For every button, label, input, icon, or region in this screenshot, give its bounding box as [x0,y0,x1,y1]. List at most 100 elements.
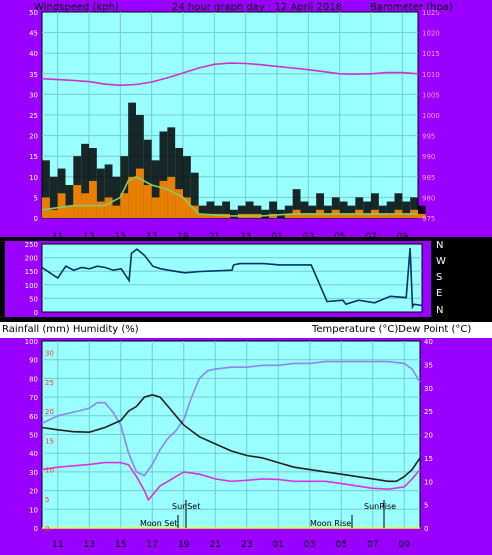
wind-bar-wind-speed [104,197,113,218]
x-tick-label: 11 [52,232,63,242]
wind-bar-wind-gust [175,147,183,218]
wind-bar-wind-speed [183,197,191,218]
right-tick-label: 1015 [422,50,440,58]
right-tick-label: 0 [424,525,428,533]
right-tick-label: 975 [422,215,435,223]
left-tick-label: 100 [25,282,38,290]
right-tick-label: 985 [422,174,435,182]
direction-label-n1: N [436,240,443,251]
wind-bar-wind-speed [190,205,199,218]
left-tick-label: 15 [29,153,38,161]
x-tick-label: 07 [365,232,376,242]
direction-label-w: W [436,256,446,267]
rain-tick-label: 10 [45,467,54,475]
x-tick-label: 23 [240,232,251,242]
wind-bar-wind-gust [143,139,152,218]
wind-bar-wind-gust [183,156,191,218]
left-tick-label: 0 [34,525,38,533]
moonrise-label: Moon Rise [310,519,351,528]
wind-bar-wind-gust [49,176,58,218]
right-tick-label: 1010 [422,71,440,79]
wind-bar-wind-speed [143,185,152,218]
left-tick-label: 80 [29,375,38,383]
x-tick-label: 03 [304,540,315,550]
x-tick-label: 19 [178,540,190,550]
wind-bar-wind-gust [402,201,411,218]
direction-series [41,247,423,310]
left-tick-label: 70 [29,394,38,402]
wind-bar-wind-speed [308,213,317,218]
wind-bar-wind-speed [339,213,348,218]
wind-bar-wind-gust [269,201,277,218]
sunrise-label: SunRise [364,502,396,511]
wind-bar-wind-gust [410,197,418,218]
wind-bar-wind-gust [284,205,293,218]
wind-bar-wind-gust [347,205,356,218]
wind-bar-wind-speed [175,189,183,218]
wind-bar-wind-gust [198,205,207,218]
wind-bar-wind-gust [112,176,121,218]
wind-bar-wind-gust [128,102,136,218]
wind-bar-wind-speed [96,201,105,218]
wind-bar-wind-gust [308,205,317,218]
x-tick-label: 09 [397,232,409,242]
right-tick-label: 1020 [422,30,440,38]
right-tick-label: 30 [424,385,433,393]
wind-bar-wind-speed [151,197,160,218]
left-tick-label: 50 [29,9,38,17]
x-tick-label: 07 [367,540,378,550]
wind-bar-wind-gust [292,189,301,218]
rain-tick-label: 0 [45,525,49,533]
direction-grid [42,257,422,299]
right-tick-label: 1005 [422,91,440,99]
left-tick-label: 250 [25,241,38,249]
right-tick-label: 25 [424,408,433,416]
wind-bar-wind-gust [136,115,144,218]
rain-humidity-axis-label: Rainfall (mm) Humidity (%) [2,324,139,335]
right-tick-label: 990 [422,153,435,161]
moonset-label: Moon Set [140,519,177,528]
wind-bar-wind-gust [81,143,89,218]
direction-label-n2: N [436,305,443,316]
wind-bar-wind-gust [104,164,113,218]
barometer-axis-label: Barometer (hpa) [370,2,453,13]
left-tick-label: 200 [25,255,38,263]
left-tick-label: 90 [29,357,38,365]
wind-bar-wind-gust [331,197,340,218]
series-dew-point [41,461,421,502]
x-tick-label: 17 [146,232,157,242]
x-tick-label: 05 [336,540,347,550]
direction-label-e: E [436,288,442,299]
wind-bar-wind-gust [214,205,223,218]
wind-bar-wind-speed [73,185,82,218]
rain-tick-label: 30 [45,350,54,358]
wind-bar-wind-gust [386,201,395,218]
wind-bar-wind-gust [378,205,387,218]
x-tick-label: 15 [115,232,126,242]
wind-bar-wind-speed [167,176,176,218]
x-tick-label: 01 [271,232,282,242]
chart-title: 24 hour graph day : 12 April 2018 [172,2,342,13]
wind-bar-wind-gust [96,168,105,218]
wind-bar-wind-speed [300,213,309,218]
wind-bar-wind-speed [136,168,144,218]
x-tick-label: 01 [273,540,284,550]
temp-dewpoint-axis-label: Temperature (°C)Dew Point (°C) [311,324,471,335]
series-barometer [41,62,419,87]
wind-bar-wind-gust [394,193,403,218]
wind-bar-wind-speed [206,213,215,218]
wind-bar-wind-speed [402,213,411,218]
left-tick-label: 0 [34,309,38,317]
wind-bar-wind-gust [253,205,262,218]
wind-bar-wind-speed [363,213,371,218]
right-tick-label: 40 [424,338,433,346]
wind-bar-wind-gust [355,197,364,218]
left-tick-label: 10 [29,174,38,182]
wind-bar-wind-speed [120,193,129,218]
wind-bar-wind-speed [418,213,426,218]
wind-bar-wind-gust [167,127,176,218]
right-tick-label: 980 [422,194,435,202]
